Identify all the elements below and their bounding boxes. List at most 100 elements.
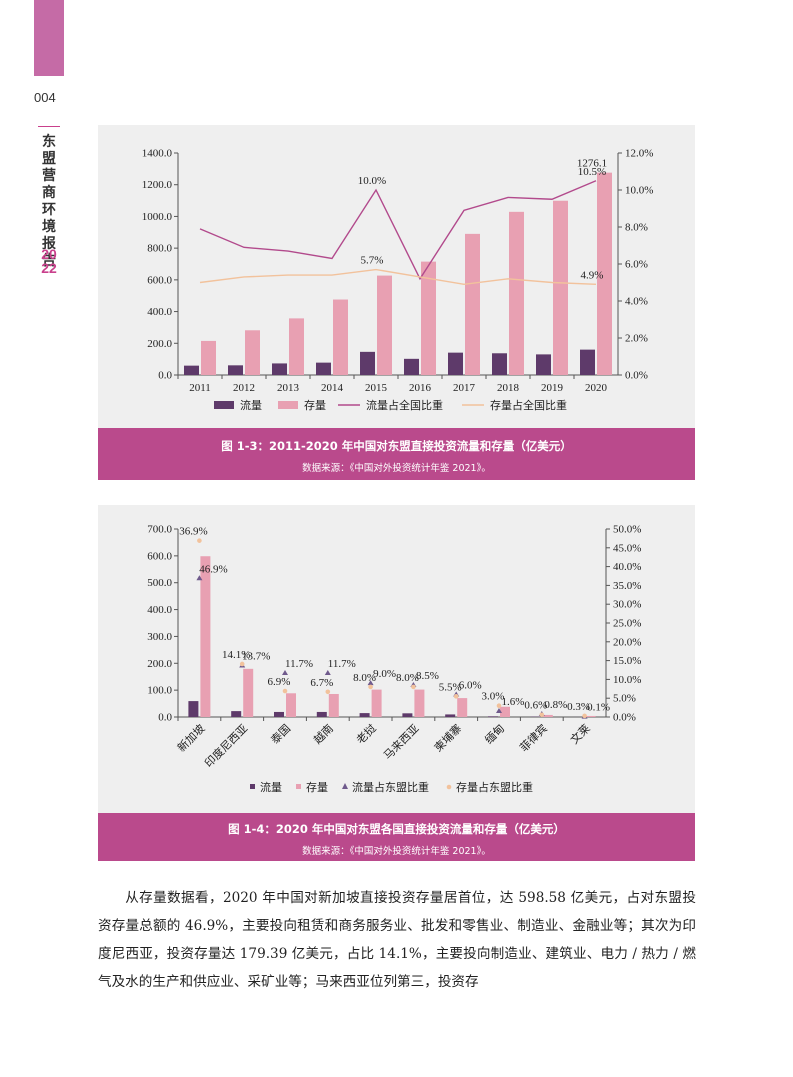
figure-2-chart: 0.0 100.0 200.0 300.0 400.0 500.0 600.0 700.0 0.… bbox=[147, 524, 641, 795]
x-tick-label: 2014 bbox=[321, 382, 344, 394]
body-paragraph: 从存量数据看，2020 年中国对新加坡直接投资存量居首位，达 598.58 亿美… bbox=[98, 890, 696, 990]
data-label: 1276.1 bbox=[577, 158, 607, 170]
bar-flow bbox=[359, 713, 370, 717]
figure-1-chart: 0.0 200.0 400.0 600.0 800.0 1000.0 1200.0 1400.… bbox=[142, 148, 654, 413]
legend-label-flow-ratio: 流量占全国比重 bbox=[366, 398, 443, 412]
x-tick-label: 2020 bbox=[585, 382, 608, 394]
marker-flow-ratio bbox=[282, 670, 288, 676]
y2-tick-label: 5.0% bbox=[613, 693, 636, 705]
bar-stock bbox=[328, 693, 339, 717]
data-label-flow-ratio: 1.6% bbox=[502, 696, 525, 708]
bar-stock bbox=[509, 211, 524, 375]
legend-swatch-flow bbox=[250, 784, 255, 789]
y-tick-label: 600.0 bbox=[147, 550, 172, 562]
legend-label-stock: 存量 bbox=[306, 780, 328, 794]
bar-flow bbox=[488, 716, 498, 717]
x-tick-label: 2013 bbox=[277, 382, 300, 394]
legend-swatch-stock bbox=[296, 784, 301, 789]
bar-flow bbox=[360, 351, 375, 375]
x-tick-label: 马来西亚 bbox=[381, 722, 421, 762]
marker-stock-ratio bbox=[325, 689, 331, 695]
running-book-year: 2022 bbox=[41, 246, 57, 276]
y-tick-label: 400.0 bbox=[147, 306, 172, 318]
bar-stock bbox=[371, 689, 382, 717]
data-label-flow-ratio: 8.5% bbox=[416, 670, 439, 682]
marker-stock-ratio bbox=[197, 538, 202, 543]
data-label: 4.9% bbox=[581, 269, 604, 281]
bar-stock bbox=[377, 275, 392, 375]
legend-swatch-flow-ratio bbox=[342, 783, 348, 789]
x-tick-label: 泰国 bbox=[268, 721, 293, 746]
figure-1-source: 数据来源：《中国对外投资统计年鉴 2021》。 bbox=[302, 463, 491, 474]
legend-label-flow-ratio: 流量占东盟比重 bbox=[352, 780, 429, 794]
x-tick-label: 2019 bbox=[541, 382, 564, 394]
bar-flow bbox=[536, 354, 551, 375]
bar-flow bbox=[188, 701, 199, 717]
data-label-stock-ratio: 36.9% bbox=[179, 526, 207, 538]
bar-stock bbox=[414, 689, 425, 717]
marker-flow-ratio bbox=[196, 575, 203, 581]
data-label-stock-ratio: 3.0% bbox=[482, 691, 505, 703]
y2-tick-label: 40.0% bbox=[613, 561, 641, 573]
bar-flow bbox=[492, 353, 507, 375]
bar-flow bbox=[274, 711, 284, 717]
y2-tick-label: 35.0% bbox=[613, 580, 641, 592]
bar-flow bbox=[445, 714, 456, 717]
y-tick-label: 400.0 bbox=[147, 604, 172, 616]
marker-stock-ratio bbox=[368, 684, 373, 690]
marker-stock-ratio bbox=[582, 713, 587, 719]
figure-2-caption-bar: 图 1-4：2020 年中国对东盟各国直接投资流量和存量（亿美元） 数据来源：《… bbox=[98, 813, 695, 861]
data-label: 5.7% bbox=[361, 255, 384, 267]
data-label-flow-ratio: 6.0% bbox=[459, 679, 482, 691]
data-label: 10.0% bbox=[358, 175, 386, 187]
figure-2-source: 数据来源：《中国对外投资统计年鉴 2021》。 bbox=[302, 846, 491, 857]
x-tick-label: 2017 bbox=[453, 382, 476, 394]
bar-flow bbox=[231, 711, 242, 717]
y-tick-label: 300.0 bbox=[147, 631, 172, 643]
bar-stock bbox=[243, 668, 254, 717]
x-tick-label: 越南 bbox=[310, 721, 335, 746]
legend-swatch-stock-ratio bbox=[446, 784, 452, 790]
legend-label-stock-ratio: 存量占全国比重 bbox=[490, 398, 567, 412]
y2-tick-label: 4.0% bbox=[625, 296, 648, 308]
bar-flow bbox=[316, 362, 331, 375]
y-tick-label: 1400.0 bbox=[142, 148, 173, 160]
y-tick-label: 0.0 bbox=[158, 370, 172, 382]
bar-flow bbox=[580, 349, 595, 375]
y-tick-label: 700.0 bbox=[147, 524, 172, 536]
marker-stock-ratio bbox=[496, 703, 502, 709]
data-label-stock-ratio: 6.7% bbox=[310, 677, 333, 689]
data-label-flow-ratio: 0.8% bbox=[544, 699, 567, 711]
y-tick-label: 600.0 bbox=[147, 274, 172, 286]
figure-1-caption-bar: 图 1-3：2011-2020 年中国对东盟直接投资流量和存量（亿美元） 数据来… bbox=[98, 428, 695, 480]
x-tick-label: 2018 bbox=[497, 382, 520, 394]
figure-2-chart-panel: 0.0 100.0 200.0 300.0 400.0 500.0 600.0 700.0 0.… bbox=[98, 505, 695, 813]
bar-flow bbox=[184, 365, 199, 375]
x-tick-label: 2016 bbox=[409, 382, 432, 394]
y2-tick-label: 45.0% bbox=[613, 542, 641, 554]
figure-2-caption: 图 1-4：2020 年中国对东盟各国直接投资流量和存量（亿美元） bbox=[228, 822, 565, 836]
legend-label-stock: 存量 bbox=[304, 398, 326, 412]
y2-tick-label: 50.0% bbox=[613, 524, 641, 536]
bar-stock bbox=[245, 330, 260, 375]
y2-tick-label: 2.0% bbox=[625, 333, 648, 345]
data-label-flow-ratio: 11.7% bbox=[328, 658, 356, 670]
data-label: 10.5% bbox=[578, 166, 606, 178]
bar-stock bbox=[200, 556, 211, 717]
y2-tick-label: 15.0% bbox=[613, 655, 641, 667]
y-tick-label: 500.0 bbox=[147, 577, 172, 589]
y2-tick-label: 25.0% bbox=[613, 618, 641, 630]
y2-tick-label: 10.0% bbox=[625, 185, 653, 197]
y-tick-label: 800.0 bbox=[147, 243, 172, 255]
data-label-flow-ratio: 13.7% bbox=[242, 650, 270, 662]
y-tick-label: 1000.0 bbox=[142, 211, 173, 223]
marker-stock-ratio bbox=[453, 694, 459, 699]
bar-stock bbox=[289, 318, 304, 375]
bar-flow bbox=[228, 365, 243, 375]
y-tick-label: 100.0 bbox=[147, 685, 172, 697]
bar-stock bbox=[553, 200, 568, 375]
bar-flow bbox=[404, 358, 419, 375]
bar-flow bbox=[448, 352, 463, 375]
data-label-stock-ratio: 8.0% bbox=[396, 672, 419, 684]
bar-stock bbox=[542, 714, 553, 717]
